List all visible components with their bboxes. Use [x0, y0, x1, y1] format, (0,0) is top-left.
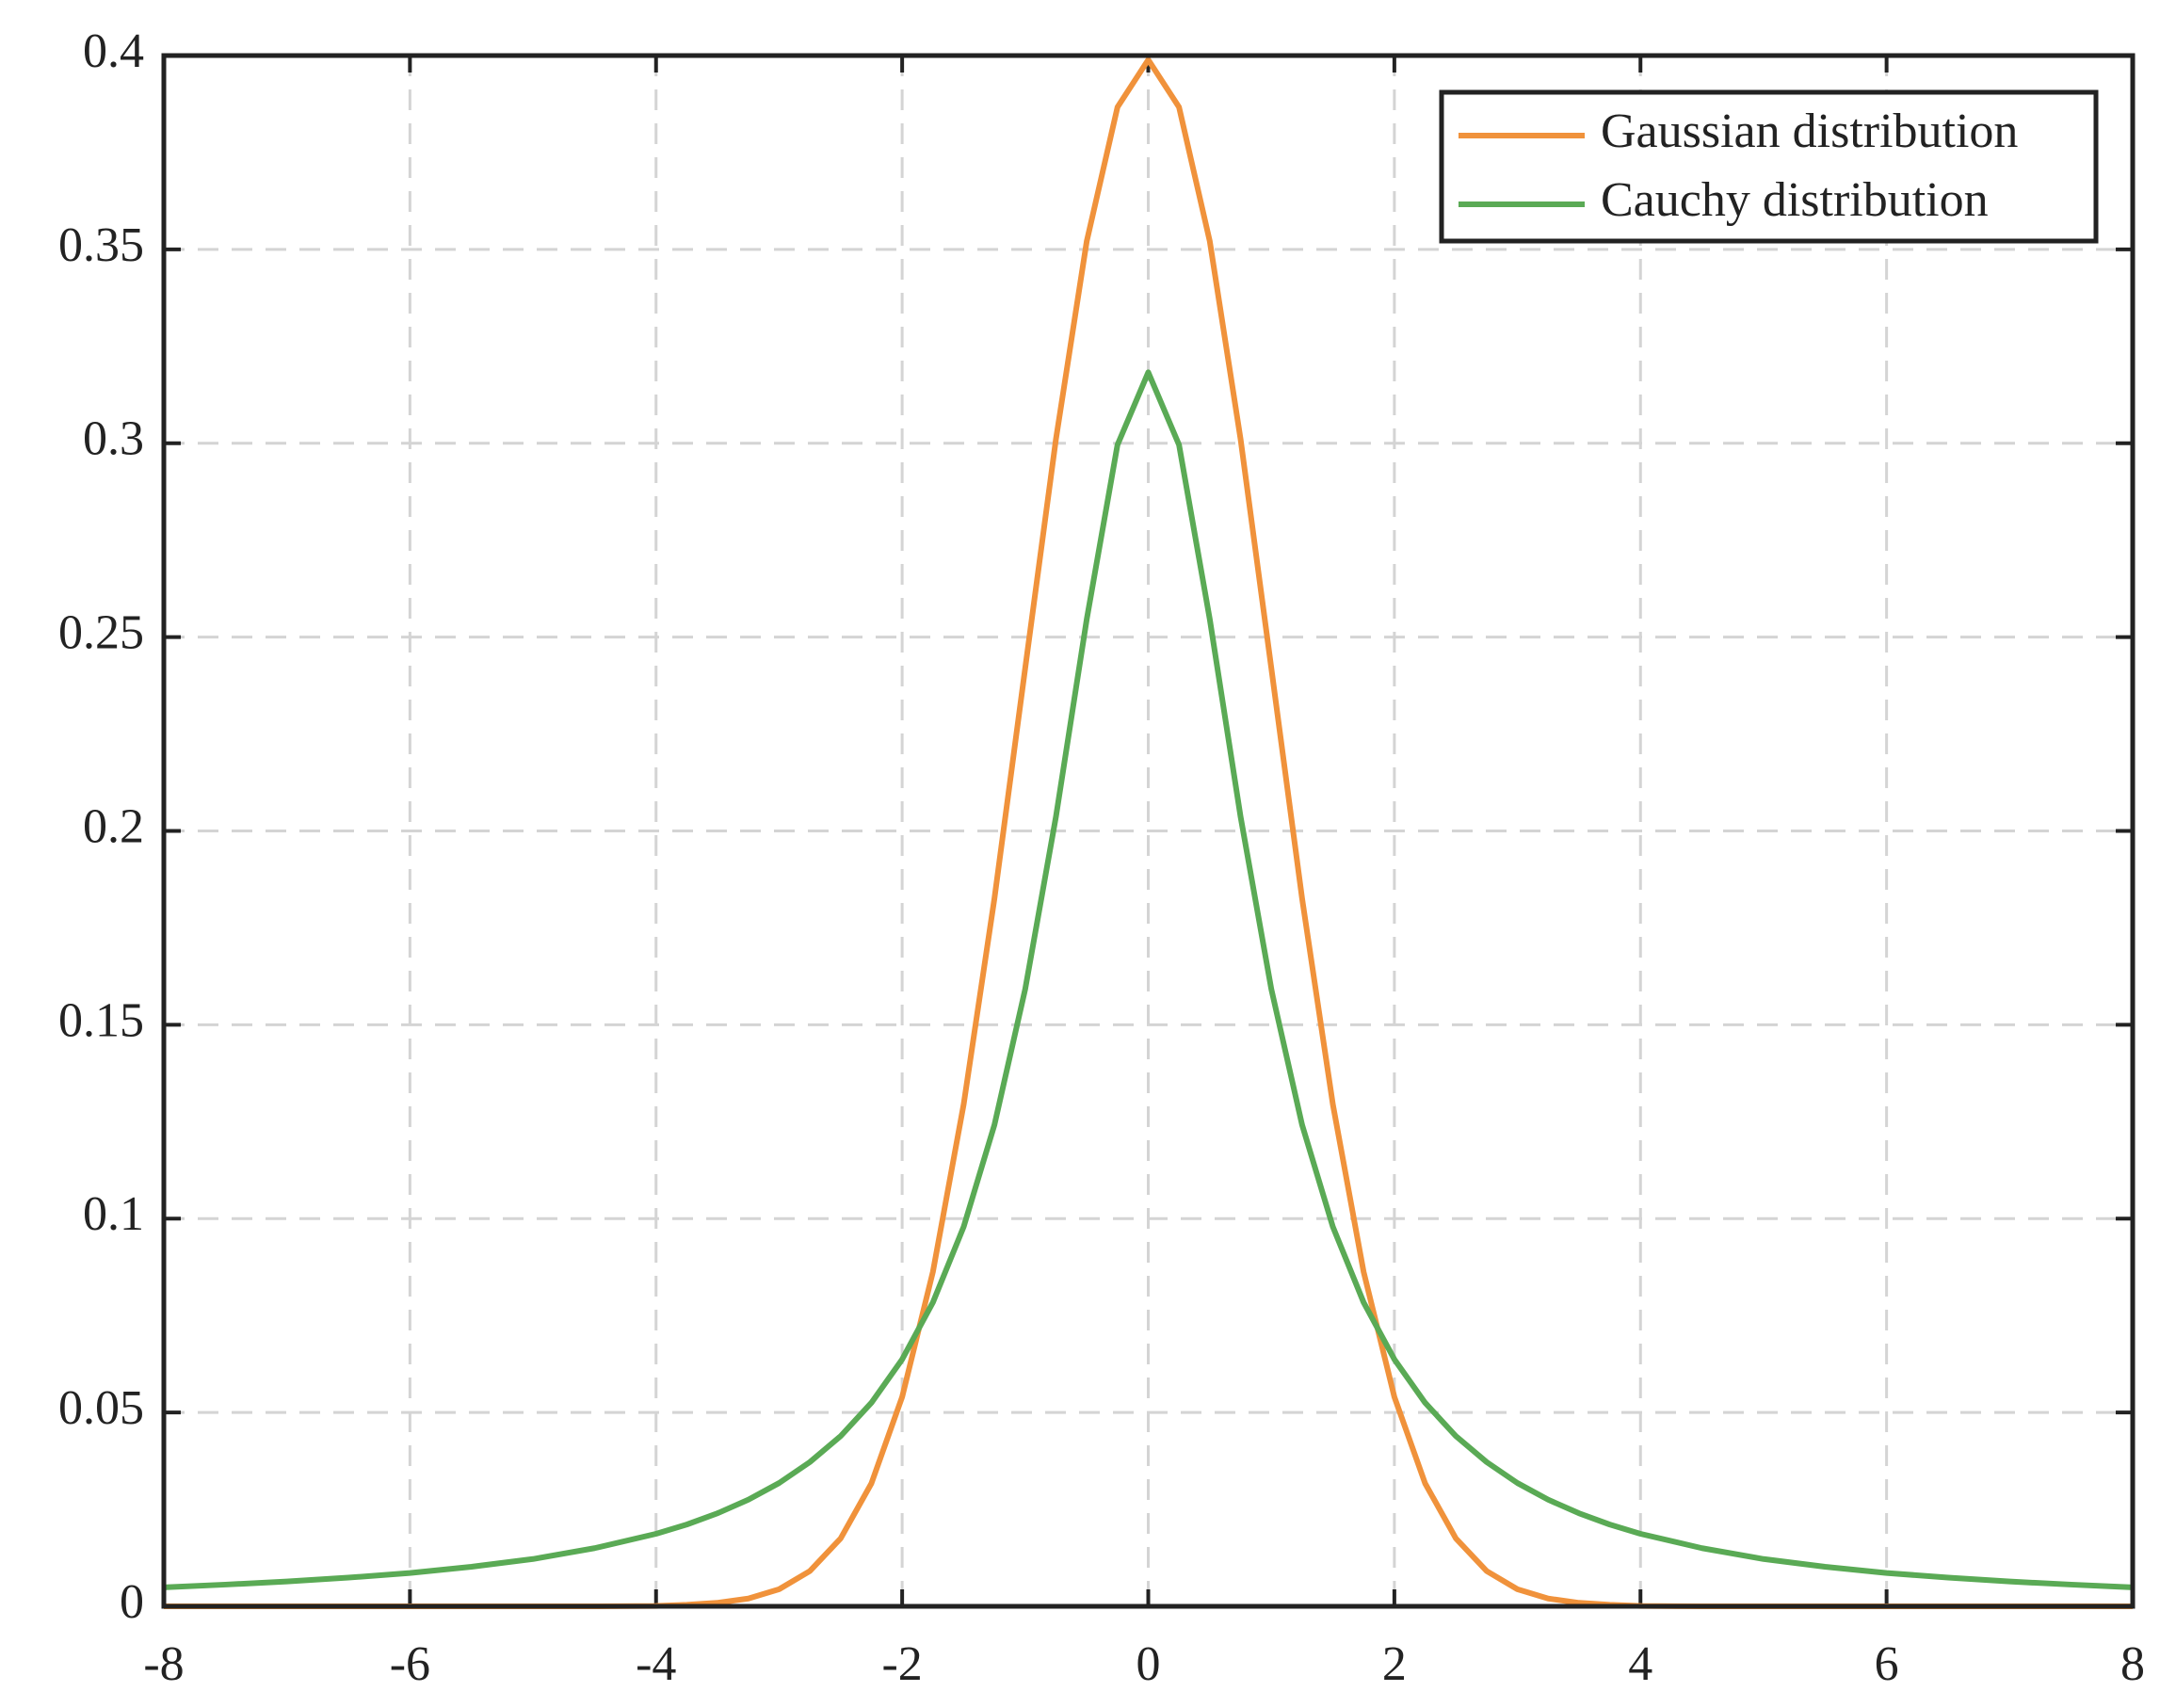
legend: Gaussian distribution Cauchy distribution: [1439, 89, 2099, 244]
y-tick-label: 0.35: [58, 218, 144, 272]
legend-box: [1439, 89, 2099, 244]
series-line: [164, 56, 2133, 1609]
x-tick-label: 8: [2120, 1637, 2145, 1691]
legend-label: Cauchy distribution: [1601, 173, 1989, 227]
x-tick-label: -6: [390, 1637, 430, 1691]
series-line: [163, 369, 2134, 1590]
y-tick-label: 0.25: [58, 606, 144, 660]
x-tick-label: -2: [881, 1637, 922, 1691]
x-tick-label: 4: [1628, 1637, 1652, 1691]
x-tick-label: 0: [1136, 1637, 1161, 1691]
y-tick-label: 0.2: [83, 799, 144, 853]
y-tick-label: 0.3: [83, 412, 144, 466]
y-tick-label: 0: [120, 1575, 144, 1629]
y-tick-label: 0.05: [58, 1381, 144, 1435]
x-tick-label: -8: [143, 1637, 184, 1691]
x-tick-label: -4: [636, 1637, 676, 1691]
y-tick-label: 0.15: [58, 993, 144, 1047]
y-tick-label: 0.1: [83, 1187, 144, 1241]
x-tick-label: 6: [1875, 1637, 1899, 1691]
y-tick-label: 0.4: [83, 24, 144, 78]
plot-frame: [161, 53, 2136, 1609]
legend-label: Gaussian distribution: [1601, 105, 2018, 158]
x-tick-label: 2: [1382, 1637, 1407, 1691]
